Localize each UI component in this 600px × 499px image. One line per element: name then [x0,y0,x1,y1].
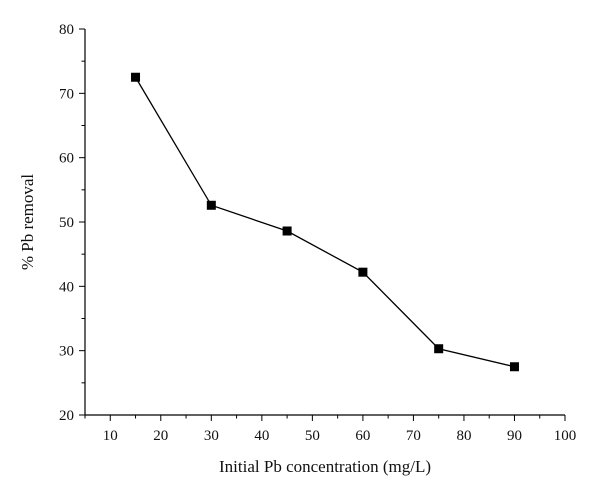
x-tick-label: 100 [554,428,577,444]
data-point [206,200,216,210]
data-point [434,344,444,354]
data-point [358,267,368,277]
x-tick-label: 50 [305,428,320,444]
plot-frame [84,29,565,416]
y-tick-label: 20 [59,408,74,424]
y-tick-label: 80 [59,22,74,38]
x-axis-ticks: 10 20 30 40 50 60 70 80 90 100 [84,415,577,444]
series-line [134,76,515,368]
x-tick-label: 10 [103,428,118,444]
y-tick-label: 30 [59,344,74,360]
x-tick-label: 80 [456,428,471,444]
data-point [131,72,141,82]
y-tick-label: 70 [59,86,74,102]
y-axis-ticks: 20 30 40 50 60 70 80 [59,22,85,424]
x-tick-label: 90 [507,428,522,444]
series-layer [131,72,519,372]
y-axis-label: % Pb removal [18,174,37,271]
x-tick-label: 40 [254,428,269,444]
x-tick-label: 70 [406,428,421,444]
data-point [509,362,519,372]
x-tick-label: 20 [153,428,168,444]
x-axis-label: Initial Pb concentration (mg/L) [219,457,431,476]
y-tick-label: 60 [59,151,74,167]
x-tick-label: 60 [355,428,370,444]
data-point [282,226,292,236]
y-tick-label: 50 [59,215,74,231]
y-tick-label: 40 [59,279,74,295]
x-tick-label: 30 [204,428,219,444]
